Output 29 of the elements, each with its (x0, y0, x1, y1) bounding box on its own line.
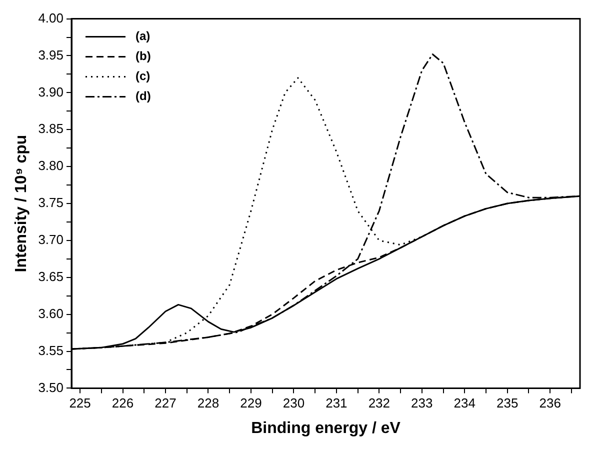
y-tick-label: 3.65 (38, 268, 64, 284)
x-tick-label: 226 (112, 396, 134, 411)
y-tick-label: 3.70 (38, 232, 64, 248)
x-tick-label: 232 (368, 396, 390, 411)
y-tick-label: 3.80 (38, 158, 64, 174)
y-tick-label: 3.95 (38, 47, 64, 62)
y-tick-label: 3.75 (38, 195, 64, 210)
x-tick-label: 234 (454, 396, 476, 411)
x-tick-label: 235 (496, 396, 518, 411)
x-tick-label: 230 (282, 396, 305, 411)
y-tick-label: 3.60 (38, 306, 64, 321)
y-tick-label: 3.50 (38, 380, 64, 395)
y-tick-label: 4.00 (38, 10, 64, 26)
legend-label: (c) (136, 69, 150, 84)
y-tick-label: 3.55 (38, 342, 64, 358)
y-tick-label: 3.90 (38, 84, 64, 100)
legend-label: (b) (136, 49, 151, 64)
legend-label: (d) (136, 89, 151, 104)
y-axis-title: Intensity / 10⁹ cpu (13, 134, 30, 272)
x-tick-label: 228 (197, 396, 220, 411)
x-tick-label: 229 (240, 396, 262, 411)
x-tick-label: 231 (326, 396, 348, 411)
x-axis-title: Binding energy / eV (251, 420, 401, 437)
x-tick-label: 225 (69, 396, 91, 411)
x-tick-label: 236 (539, 396, 561, 411)
legend-label: (a) (136, 29, 150, 44)
x-tick-label: 233 (411, 396, 433, 411)
x-tick-label: 227 (154, 396, 176, 411)
y-tick-label: 3.85 (38, 121, 64, 136)
